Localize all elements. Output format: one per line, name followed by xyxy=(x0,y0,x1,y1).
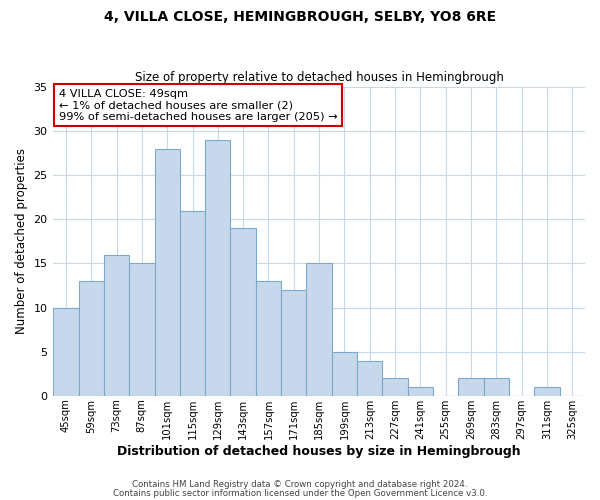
Bar xyxy=(535,387,560,396)
Y-axis label: Number of detached properties: Number of detached properties xyxy=(15,148,28,334)
Bar xyxy=(104,254,129,396)
Bar xyxy=(53,308,79,396)
Bar xyxy=(230,228,256,396)
Text: Contains HM Land Registry data © Crown copyright and database right 2024.: Contains HM Land Registry data © Crown c… xyxy=(132,480,468,489)
Bar xyxy=(256,281,281,396)
Bar xyxy=(281,290,307,396)
Bar xyxy=(332,352,357,396)
Bar xyxy=(408,387,433,396)
Bar xyxy=(382,378,408,396)
Bar xyxy=(205,140,230,396)
Bar xyxy=(484,378,509,396)
Bar xyxy=(458,378,484,396)
Bar xyxy=(357,360,382,396)
X-axis label: Distribution of detached houses by size in Hemingbrough: Distribution of detached houses by size … xyxy=(118,444,521,458)
Bar xyxy=(307,264,332,396)
Title: Size of property relative to detached houses in Hemingbrough: Size of property relative to detached ho… xyxy=(134,72,503,85)
Text: 4 VILLA CLOSE: 49sqm
← 1% of detached houses are smaller (2)
99% of semi-detache: 4 VILLA CLOSE: 49sqm ← 1% of detached ho… xyxy=(59,88,337,122)
Bar xyxy=(180,210,205,396)
Text: Contains public sector information licensed under the Open Government Licence v3: Contains public sector information licen… xyxy=(113,490,487,498)
Text: 4, VILLA CLOSE, HEMINGBROUGH, SELBY, YO8 6RE: 4, VILLA CLOSE, HEMINGBROUGH, SELBY, YO8… xyxy=(104,10,496,24)
Bar xyxy=(79,281,104,396)
Bar xyxy=(129,264,155,396)
Bar xyxy=(155,149,180,396)
